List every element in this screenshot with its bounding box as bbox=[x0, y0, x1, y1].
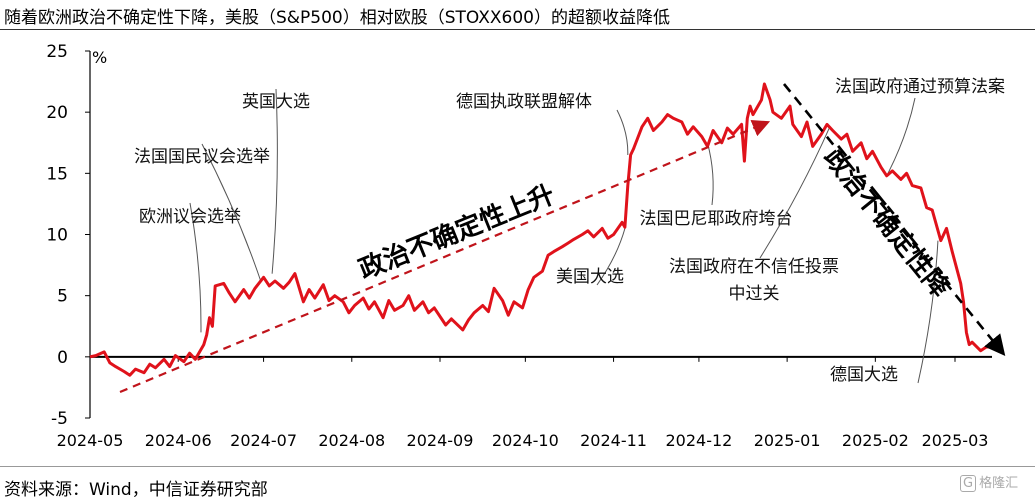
annotation-label: 英国大选 bbox=[242, 92, 310, 112]
annotation-label: 法国国民议会选举 bbox=[134, 147, 270, 167]
x-tick-label: 2024-07 bbox=[230, 431, 297, 450]
annotation-label: 法国政府通过预算法案 bbox=[835, 77, 1005, 97]
source-divider bbox=[0, 466, 1035, 467]
y-tick-label: 15 bbox=[46, 164, 68, 184]
annotation-leader bbox=[271, 88, 278, 274]
y-tick-label: 5 bbox=[57, 287, 68, 307]
x-tick-label: 2024-06 bbox=[145, 431, 212, 450]
y-tick-label: 25 bbox=[46, 42, 68, 62]
y-tick-label: 0 bbox=[57, 348, 68, 368]
chart-title: 随着欧洲政治不确定性下降，美股（S&P500）相对欧股（STOXX600）的超额… bbox=[4, 8, 670, 28]
axes-layer: -5 0 5 10 15 20 25 % 2024-05 2024-06 2024-07 2024-0… bbox=[46, 42, 992, 450]
annotation-leader bbox=[596, 228, 626, 286]
x-tick-label: 2024-11 bbox=[580, 431, 647, 450]
annotation-label: 德国大选 bbox=[830, 365, 898, 385]
series-line bbox=[89, 82, 992, 377]
x-tick-label: 2024-12 bbox=[665, 431, 732, 450]
trend-layer: 政治不确定性上升 政治不确定性降 bbox=[119, 83, 1006, 394]
x-tick-label: 2024-10 bbox=[492, 431, 559, 450]
annotation-label: 美国大选 bbox=[556, 267, 624, 287]
annotation-label-line2: 中过关 bbox=[729, 284, 780, 304]
y-unit-label: % bbox=[92, 48, 107, 67]
annotation-label: 法国政府在不信任投票 bbox=[669, 257, 839, 277]
watermark-logo-icon: G bbox=[960, 475, 977, 492]
annotation-leader bbox=[201, 143, 262, 282]
line-chart: -5 0 5 10 15 20 25 % 2024-05 2024-06 2024-07 2024-0… bbox=[46, 42, 1006, 450]
y-tick-label: -5 bbox=[51, 409, 68, 429]
annotation-leader bbox=[616, 109, 629, 155]
watermark: G 格隆汇 bbox=[960, 472, 1018, 492]
x-tick-label: 2025-02 bbox=[842, 431, 909, 450]
annotation-leader bbox=[189, 202, 202, 333]
title-divider bbox=[0, 29, 1035, 30]
annotation-label: 德国执政联盟解体 bbox=[456, 92, 592, 112]
downtrend-arrow bbox=[782, 83, 1006, 357]
x-tick-label: 2024-08 bbox=[318, 431, 385, 450]
y-tick-label: 10 bbox=[46, 226, 68, 246]
source-note: 资料来源：Wind，中信证券研究部 bbox=[4, 480, 268, 500]
annotation-leader bbox=[917, 240, 939, 384]
annotation-layer: 欧洲议会选举法国国民议会选举英国大选美国大选德国执政联盟解体法国巴尼耶政府垮台法… bbox=[134, 77, 1005, 385]
x-tick-label: 2025-03 bbox=[922, 431, 989, 450]
uptrend-label: 政治不确定性上升 bbox=[355, 179, 559, 286]
annotation-label: 法国巴尼耶政府垮台 bbox=[640, 209, 793, 229]
uptrend-arrow bbox=[119, 119, 771, 394]
annotation-leader bbox=[759, 126, 831, 259]
annotation-leader bbox=[886, 97, 916, 177]
annotation-leader bbox=[706, 142, 714, 206]
watermark-text: 格隆汇 bbox=[979, 476, 1019, 491]
x-tick-label: 2025-01 bbox=[754, 431, 821, 450]
series-layer bbox=[89, 82, 992, 377]
x-tick-label: 2024-05 bbox=[57, 431, 124, 450]
annotation-label: 欧洲议会选举 bbox=[139, 207, 241, 227]
y-tick-label: 20 bbox=[46, 103, 68, 123]
x-tick-label: 2024-09 bbox=[407, 431, 474, 450]
